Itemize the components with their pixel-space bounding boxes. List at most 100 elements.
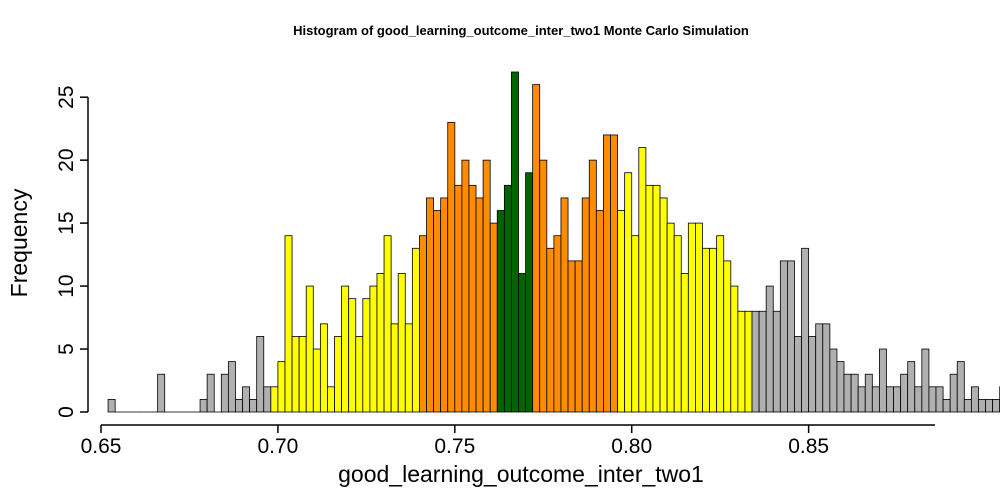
y-tick-label: 25 xyxy=(55,86,78,109)
histogram-bar xyxy=(107,399,116,413)
histogram-bar xyxy=(390,323,399,413)
histogram-bar xyxy=(482,159,491,413)
histogram-bar xyxy=(673,235,682,413)
histogram-bar xyxy=(277,361,286,413)
histogram-bar xyxy=(779,260,788,413)
histogram-bar xyxy=(878,348,887,413)
histogram-bar xyxy=(503,184,512,413)
histogram-bar xyxy=(978,399,986,413)
histogram-bar xyxy=(411,247,420,413)
histogram-bar xyxy=(928,386,937,413)
histogram-bar xyxy=(475,197,484,413)
histogram-bar xyxy=(970,386,979,413)
histogram-bar xyxy=(468,184,477,413)
histogram-bar xyxy=(348,298,357,413)
histogram-bar xyxy=(794,336,802,413)
histogram-bar xyxy=(744,310,753,413)
histogram-bar xyxy=(893,386,902,413)
histogram-bar xyxy=(235,399,243,413)
histogram-bar xyxy=(567,260,576,413)
histogram-bar xyxy=(723,260,732,413)
histogram-bar xyxy=(518,273,526,413)
histogram-bar xyxy=(397,273,406,413)
histogram-bar xyxy=(206,373,215,413)
histogram-bar xyxy=(935,386,944,413)
histogram-bar xyxy=(525,172,534,413)
histogram-bar xyxy=(680,273,689,413)
histogram-bar xyxy=(305,285,314,413)
histogram-bar xyxy=(737,310,746,413)
histogram-bar xyxy=(511,71,519,413)
histogram-bar xyxy=(695,222,703,413)
histogram-bar xyxy=(886,386,894,413)
histogram-bar xyxy=(765,285,774,413)
histogram-bar xyxy=(687,222,696,413)
histogram-bar xyxy=(617,210,626,413)
histogram-bar xyxy=(921,348,930,413)
bar-group xyxy=(107,71,1000,413)
histogram-bar xyxy=(454,184,463,413)
histogram-bar xyxy=(489,222,498,413)
y-tick-label: 10 xyxy=(55,274,78,297)
histogram-bar xyxy=(963,399,972,413)
histogram-bar xyxy=(383,235,392,413)
histogram-bar xyxy=(829,348,838,413)
histogram-bar xyxy=(553,235,562,413)
histogram-bar xyxy=(815,323,824,413)
histogram-bar xyxy=(624,172,633,413)
histogram-bar xyxy=(850,373,859,413)
histogram-bar xyxy=(440,197,449,413)
x-tick-label: 0.65 xyxy=(81,435,122,458)
histogram-bar xyxy=(574,260,583,413)
histogram-bar xyxy=(822,323,831,413)
histogram-bar xyxy=(426,197,434,413)
x-axis-label: good_learning_outcome_inter_two1 xyxy=(338,461,704,487)
histogram-bar xyxy=(716,235,725,413)
histogram-bar xyxy=(949,373,958,413)
histogram-bar xyxy=(631,235,640,413)
histogram-bar xyxy=(645,184,654,413)
histogram-bar xyxy=(772,310,781,413)
histogram-bar xyxy=(588,159,597,413)
histogram-bar xyxy=(843,373,852,413)
y-axis: 0 5 10 15 20 25 xyxy=(55,86,89,418)
histogram-bar xyxy=(157,373,166,413)
x-tick-label: 0.75 xyxy=(434,435,475,458)
y-tick-label: 0 xyxy=(55,406,78,418)
histogram-bar xyxy=(801,247,810,413)
histogram-bar xyxy=(864,373,873,413)
histogram-bar xyxy=(836,361,845,413)
y-tick-label: 20 xyxy=(55,148,78,171)
histogram-bar xyxy=(341,285,350,413)
histogram-bar xyxy=(298,336,307,413)
histogram-bar xyxy=(199,399,208,413)
histogram-bar xyxy=(220,373,229,413)
y-tick-label: 5 xyxy=(55,343,78,355)
histogram-bar xyxy=(730,285,739,413)
x-tick-label: 0.70 xyxy=(257,435,298,458)
histogram-bar xyxy=(227,361,236,413)
x-tick-label: 0.80 xyxy=(611,435,652,458)
histogram-bar xyxy=(270,386,279,413)
histogram-bar xyxy=(355,336,364,413)
histogram-bar xyxy=(447,121,456,413)
histogram-bar xyxy=(638,147,647,413)
histogram-bar xyxy=(659,197,668,413)
histogram-bar xyxy=(914,386,923,413)
histogram-bar xyxy=(871,386,880,413)
histogram-bar xyxy=(419,235,427,413)
histogram-bar xyxy=(560,197,569,413)
histogram-bar xyxy=(404,323,413,413)
histogram-bar xyxy=(985,399,994,413)
histogram-bar xyxy=(369,285,378,413)
histogram-bar xyxy=(327,386,335,413)
histogram-bar xyxy=(610,134,618,413)
x-axis: 0.65 0.70 0.75 0.80 0.85 xyxy=(81,424,935,458)
histogram-bar xyxy=(992,399,1000,413)
y-axis-label: Frequency xyxy=(6,188,32,297)
histogram-bar xyxy=(787,260,795,413)
histogram-bar xyxy=(758,310,767,413)
histogram-bar xyxy=(942,399,951,413)
histogram-bar xyxy=(581,197,590,413)
